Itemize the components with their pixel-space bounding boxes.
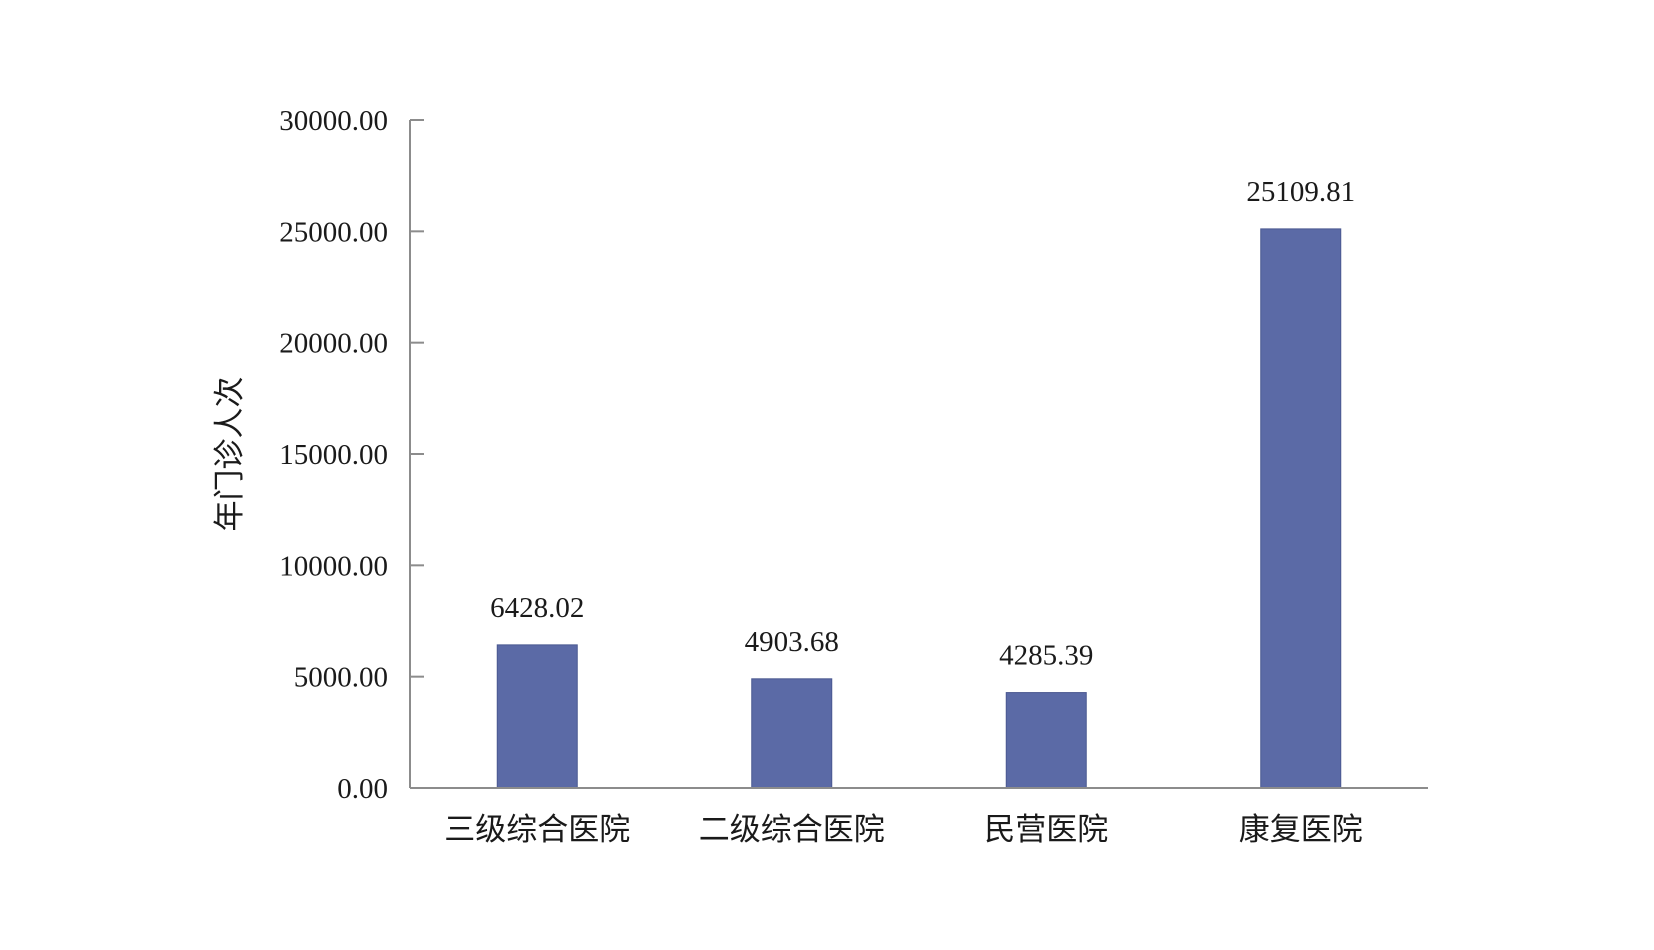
y-axis-title: 年门诊人次 [212, 377, 248, 532]
y-axis-ticks: 0.00 5000.00 10000.00 15000.00 20000.00 25000… [279, 105, 424, 805]
category-label: 三级综合医院 [444, 812, 630, 848]
data-label: 6428.02 [490, 592, 584, 624]
data-label: 4903.68 [745, 626, 839, 658]
y-tick-label: 30000.00 [279, 105, 388, 137]
category-labels-group: 三级综合医院 二级综合医院 民营医院 康复医院 [444, 812, 1363, 848]
category-label: 二级综合医院 [699, 812, 885, 848]
bar [1005, 692, 1087, 789]
bar [751, 678, 833, 789]
y-tick-label: 25000.00 [279, 216, 388, 248]
bars-group [496, 228, 1342, 789]
bar [1260, 228, 1342, 789]
y-tick-label: 5000.00 [294, 662, 388, 694]
y-tick-label: 15000.00 [279, 439, 388, 471]
data-labels-group: 6428.02 4903.68 4285.39 25109.81 [490, 176, 1355, 672]
data-label: 25109.81 [1246, 176, 1355, 208]
y-tick-label: 10000.00 [279, 550, 388, 582]
y-tick-label: 0.00 [337, 773, 388, 805]
y-tick-label: 20000.00 [279, 328, 388, 360]
category-label: 民营医院 [984, 812, 1108, 848]
bar [496, 644, 578, 789]
category-label: 康复医院 [1239, 812, 1363, 848]
data-label: 4285.39 [999, 640, 1093, 672]
